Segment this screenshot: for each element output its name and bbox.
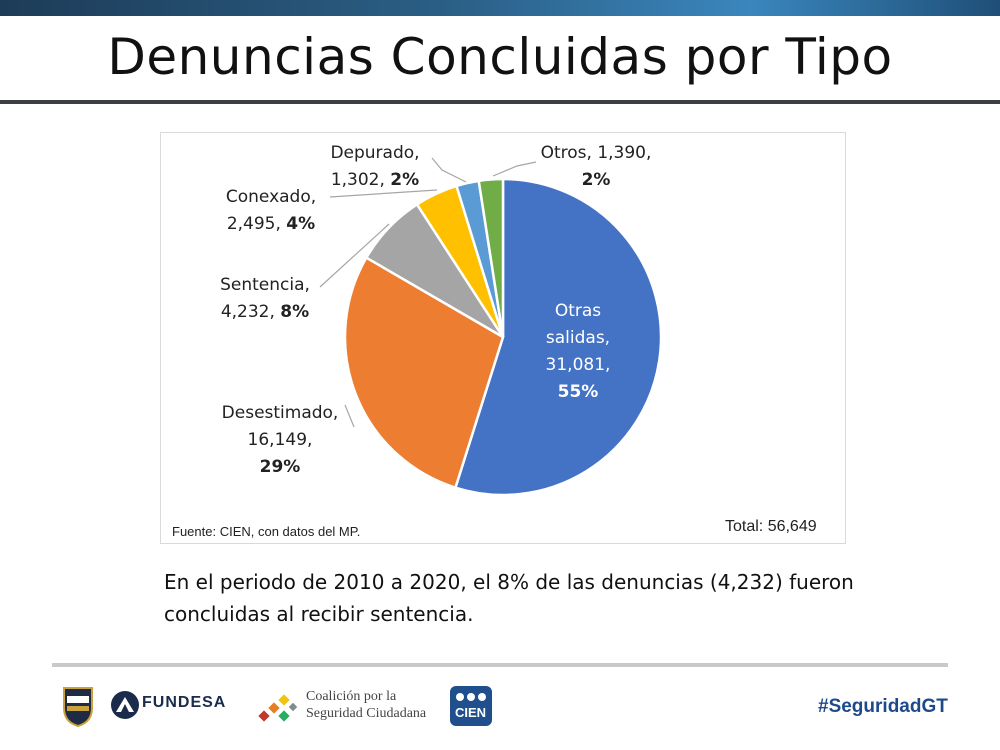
leader-line-desestimado (344, 404, 355, 428)
coalicion-logo-text: Coalición por la Seguridad Ciudadana (306, 689, 427, 721)
crime-stoppers-logo (63, 687, 93, 728)
pie-slice-otras-salidas (453, 177, 663, 497)
label-desestimado: Desestimado, 16,149, 29% (221, 403, 339, 477)
label-otros: Otros, 1,390, 2% (540, 143, 652, 190)
leader-line-conexado (329, 189, 438, 198)
cien-logo-text: CIEN (455, 705, 487, 720)
chart-total: Total: 56,649 (725, 518, 817, 535)
coalicion-logo-icon (258, 694, 298, 722)
label-conexado: Conexado, 2,495, 4% (225, 187, 317, 234)
label-depurado: Depurado, 1,302, 2% (330, 143, 420, 190)
hashtag-text: #SeguridadGT (818, 696, 948, 717)
page-title: Denuncias Concluidas por Tipo (107, 28, 893, 86)
footer-divider (52, 663, 948, 667)
chart-source: Fuente: CIEN, con datos del MP. (172, 524, 361, 539)
leader-line-otros (492, 161, 537, 177)
pie-slice-otros (477, 177, 505, 338)
label-otras-salidas: Otras salidas, 31,081, 55% (545, 301, 611, 402)
label-sentencia: Sentencia, 4,232, 8% (220, 275, 310, 322)
cien-logo-icon (450, 686, 492, 726)
fundesa-logo-text: FUNDESA (142, 694, 227, 711)
title-divider (0, 100, 1000, 104)
slide-caption: En el periodo de 2010 a 2020, el 8% de l… (164, 570, 854, 626)
leader-line-depurado (431, 157, 467, 183)
fundesa-logo-icon (111, 691, 139, 719)
top-banner (0, 0, 1000, 16)
leader-line-sentencia (319, 223, 390, 288)
